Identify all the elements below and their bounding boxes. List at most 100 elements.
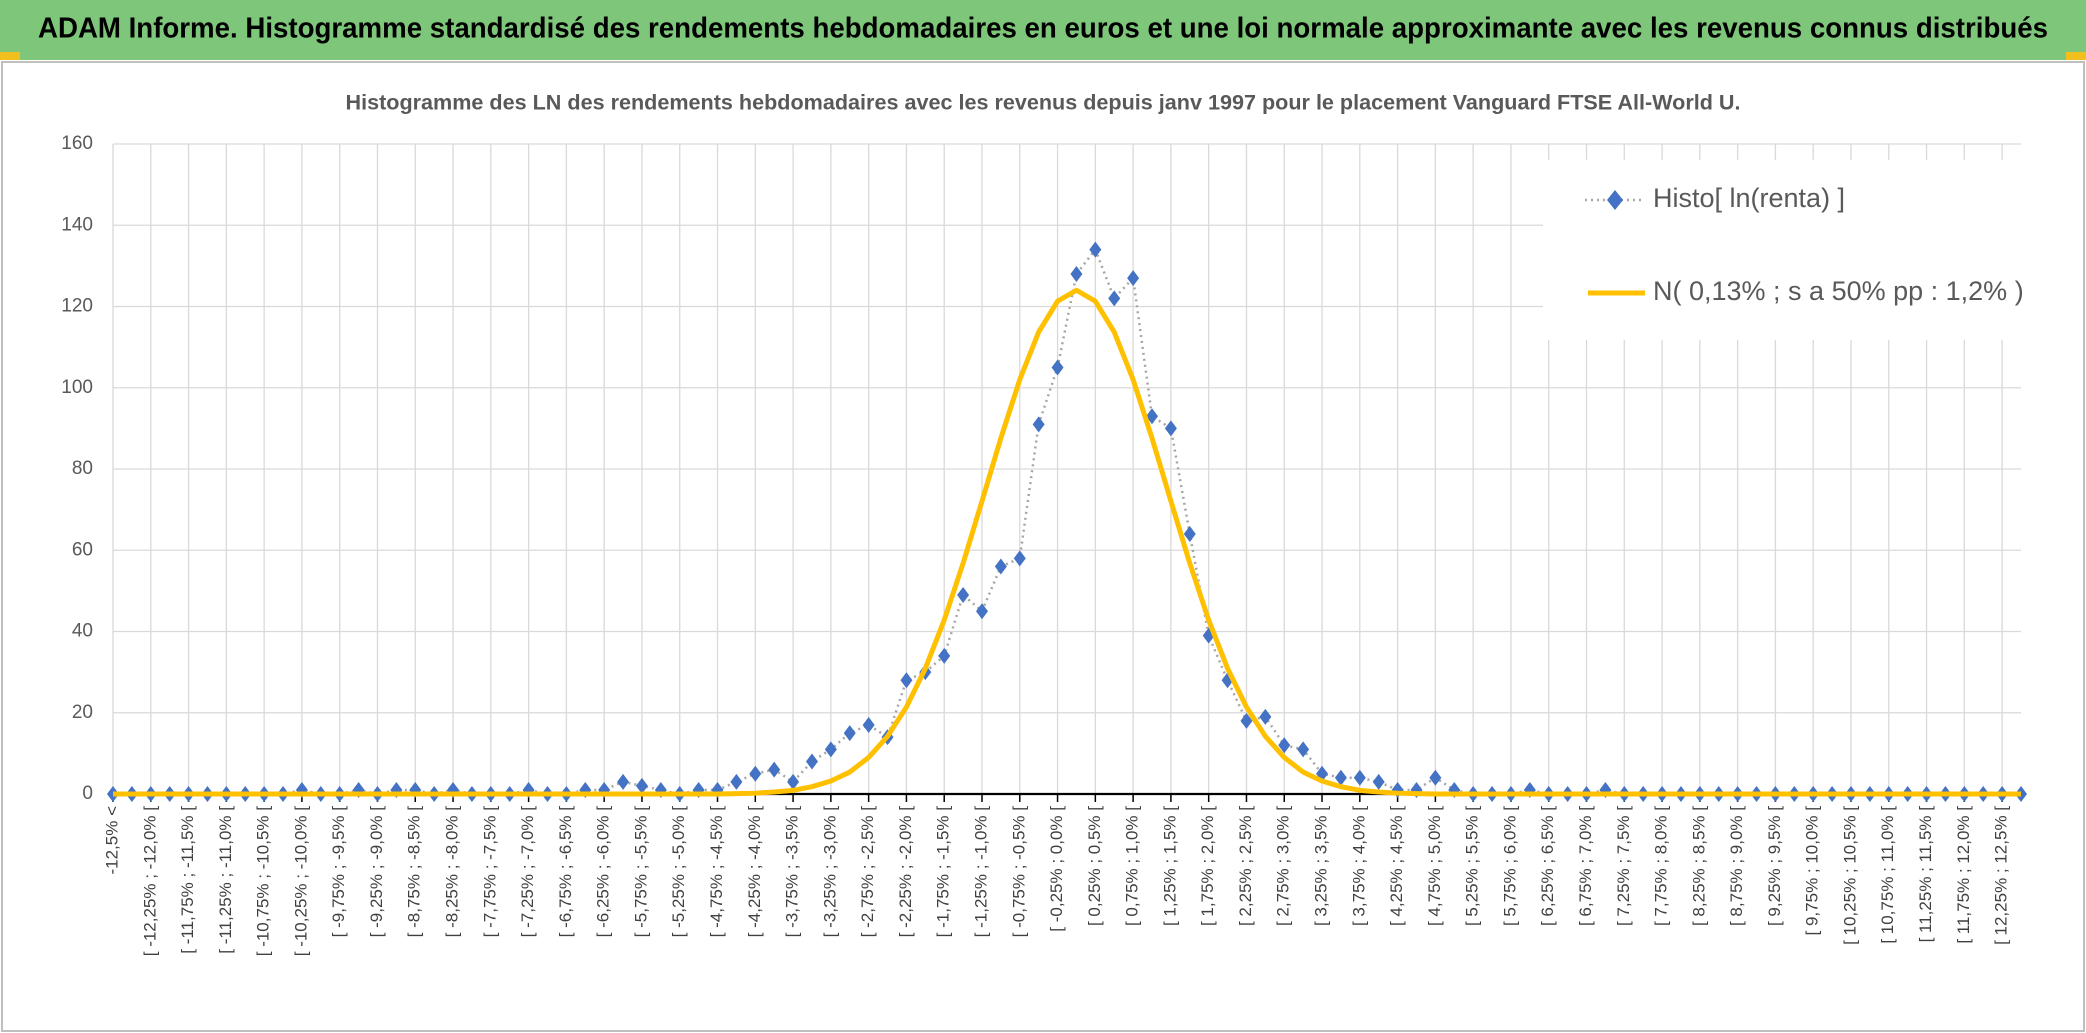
data-point [1089,241,1102,258]
data-point [1278,737,1291,754]
x-tick-label: [ -4,75% ; -4,5% [ [707,806,726,938]
data-point [1127,270,1140,287]
x-tick-label: [ 8,25% ; 8,5% [ [1689,806,1708,926]
data-point [635,777,648,794]
legend-label: Histo[ ln(renta) ] [1653,183,1845,213]
data-point [1070,266,1083,282]
x-tick-label: [ 3,25% ; 3,5% [ [1312,806,1331,926]
x-tick-label: [ -5,75% ; -5,5% [ [631,806,650,938]
data-point [1164,420,1177,437]
data-point [938,647,951,664]
x-tick-label: [ 0,25% ; 0,5% [ [1085,806,1104,926]
x-tick-label: [ 5,75% ; 6,0% [ [1500,806,1519,926]
x-tick-label: [ 2,75% ; 3,0% [ [1274,806,1293,926]
data-point [1146,408,1159,425]
data-point [1297,741,1310,758]
x-tick-label: [ 0,75% ; 1,0% [ [1123,806,1142,926]
x-tick-label: [ -12,25% ; -12,0% [ [140,806,159,957]
data-point [1372,773,1385,790]
x-tick-label: [ -3,25% ; -3,0% [ [820,806,839,938]
y-tick-label: 160 [61,133,93,154]
x-tick-label: [ 6,25% ; 6,5% [ [1538,806,1557,926]
data-point [843,725,856,742]
x-tick-label: [ 4,25% ; 4,5% [ [1387,806,1406,926]
y-tick-label: 20 [72,702,93,723]
legend-label: N( 0,13% ; s a 50% pp : 1,2% ) [1653,276,2024,306]
data-point [1183,526,1196,542]
data-point [957,586,970,603]
x-tick-label: [ 11,25% ; 11,5% [ [1916,806,1935,943]
corner-accent [2066,52,2086,60]
x-tick-label: [ 10,25% ; 10,5% [ [1840,806,1859,945]
x-tick-label: [ -3,75% ; -3,5% [ [783,806,802,938]
data-point [787,773,800,790]
data-point [1051,359,1064,376]
data-point [1259,708,1272,725]
x-tick-label: [ 7,75% ; 8,0% [ [1652,806,1671,926]
data-point [1108,290,1121,307]
data-point [994,558,1007,575]
x-tick-label: [ -1,75% ; -1,5% [ [934,806,953,938]
data-point [1013,550,1026,567]
x-tick-label: [ -6,25% ; -6,0% [ [594,806,613,938]
x-tick-label: [ -11,25% ; -11,0% [ [216,806,235,954]
x-tick-label: [ 5,25% ; 5,5% [ [1463,806,1482,926]
data-point [1032,416,1045,433]
series-line [113,287,2021,797]
data-point [749,765,762,782]
x-tick-label: [ -2,75% ; -2,5% [ [858,806,877,938]
data-point [1429,769,1442,786]
x-tick-label: [ 10,75% ; 11,0% [ [1878,806,1897,944]
data-point [900,672,913,689]
y-tick-label: 40 [72,621,93,642]
data-point [768,761,781,778]
x-tick-label: [ 1,25% ; 1,5% [ [1160,806,1179,926]
x-tick-label: [ 8,75% ; 9,0% [ [1727,806,1746,926]
legend-swatch-marker [1607,190,1623,210]
x-tick-label: [ -0,25% ; 0,0% [ [1047,806,1066,932]
y-tick-label: 0 [82,783,93,804]
x-tick-label: [ -7,75% ; -7,5% [ [480,806,499,938]
data-point [975,603,988,620]
y-tick-label: 100 [61,377,93,398]
x-tick-label: [ -8,25% ; -8,0% [ [443,806,462,938]
chart-border [1,61,2085,1032]
x-tick-label: [ 4,75% ; 5,0% [ [1425,806,1444,926]
x-tick-label: [ 1,75% ; 2,0% [ [1198,806,1217,926]
corner-accent [0,52,20,60]
chart-title: Histogramme des LN des rendements hebdom… [346,92,1741,115]
y-tick-label: 80 [72,458,93,479]
x-tick-label: [ 9,25% ; 9,5% [ [1765,806,1784,926]
x-tick-label: [ -10,25% ; -10,0% [ [291,806,310,957]
header-title: ADAM Informe. Histogramme standardisé de… [38,13,2048,45]
x-tick-label: [ -4,25% ; -4,0% [ [745,806,764,938]
data-point [862,716,875,733]
x-tick-label: [ -8,75% ; -8,5% [ [405,806,424,938]
x-tick-label: [ 2,25% ; 2,5% [ [1236,806,1255,926]
x-tick-label: [ -10,75% ; -10,5% [ [254,806,273,957]
x-tick-label: -12,5% < [102,806,121,875]
x-tick-label: [ 12,25% ; 12,5% [ [1992,806,2011,945]
x-tick-label: [ -9,75% ; -9,5% [ [329,806,348,938]
x-tick-label: [ 7,25% ; 7,5% [ [1614,806,1633,926]
data-point [824,741,837,758]
x-tick-label: [ -9,25% ; -9,0% [ [367,806,386,938]
legend-box [1543,160,2056,340]
data-point [617,773,630,790]
plot-area: 0 20 40 60 80 100 120 140 160 -12,5% < [ -12,25% ;… [61,133,2056,956]
data-point [730,773,743,790]
data-point [805,753,818,770]
x-tick-label: [ 6,75% ; 7,0% [ [1576,806,1595,926]
header-bar [0,0,2086,60]
y-tick-label: 120 [61,296,93,317]
x-tick-label: [ 11,75% ; 12,0% [ [1954,806,1973,944]
y-tick-label: 140 [61,214,93,235]
x-tick-label: [ -6,75% ; -6,5% [ [556,806,575,938]
x-tick-label: [ -0,75% ; -0,5% [ [1009,806,1028,938]
x-tick-label: [ -5,25% ; -5,0% [ [669,806,688,938]
y-tick-label: 60 [72,539,93,560]
data-point [1240,712,1253,729]
x-tick-label: [ 3,75% ; 4,0% [ [1349,806,1368,926]
x-tick-label: [ -11,75% ; -11,5% [ [178,806,197,954]
